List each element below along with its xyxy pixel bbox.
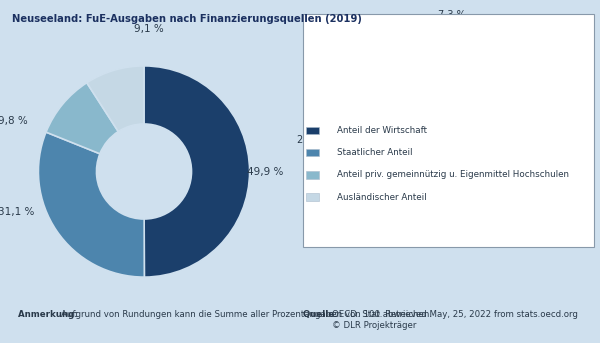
Text: 9,8 %: 9,8 % (0, 116, 28, 126)
Text: 5,0 %: 5,0 % (305, 80, 333, 90)
Text: Ausländischer Anteil: Ausländischer Anteil (337, 193, 427, 202)
Wedge shape (381, 48, 526, 213)
Wedge shape (144, 66, 250, 277)
Wedge shape (407, 48, 444, 93)
Text: 49,9 %: 49,9 % (247, 166, 283, 177)
Text: Anteil der Wirtschaft: Anteil der Wirtschaft (337, 126, 427, 135)
Wedge shape (46, 83, 118, 154)
Wedge shape (362, 71, 415, 184)
Text: Quelle:: Quelle: (303, 310, 341, 319)
Text: Anmerkung:: Anmerkung: (18, 310, 81, 319)
Text: Staatlicher Anteil: Staatlicher Anteil (337, 148, 413, 157)
Wedge shape (87, 66, 144, 132)
Text: 63,8 %: 63,8 % (561, 119, 595, 129)
Text: 23,8%: 23,8% (296, 135, 327, 145)
Text: Anteil priv. gemeinnützig u. Eigenmittel Hochschulen: Anteil priv. gemeinnützig u. Eigenmittel… (337, 170, 569, 179)
Title: OECD-Gesamt (2019): OECD-Gesamt (2019) (382, 14, 506, 24)
Text: Aufgrund von Rundungen kann die Summe aller Prozentangaben von 100 abweichen.: Aufgrund von Rundungen kann die Summe al… (61, 310, 432, 319)
Text: 9,1 %: 9,1 % (134, 24, 164, 34)
Wedge shape (38, 132, 145, 277)
Wedge shape (386, 57, 426, 101)
Text: Neuseeland: FuE-Ausgaben nach Finanzierungsquellen (2019): Neuseeland: FuE-Ausgaben nach Finanzieru… (12, 14, 362, 24)
Text: 7,3 %: 7,3 % (439, 10, 466, 20)
Text: 31,1 %: 31,1 % (0, 206, 35, 217)
Text: OECD. Stat. Retrieved May, 25, 2022 from stats.oecd.org
© DLR Projekträger: OECD. Stat. Retrieved May, 25, 2022 from… (332, 310, 578, 330)
